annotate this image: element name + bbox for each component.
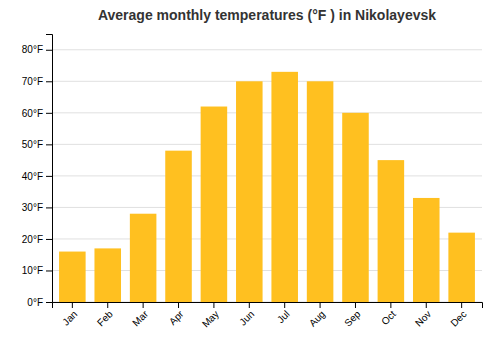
- y-tick: 20°F: [22, 234, 52, 245]
- y-tick: 60°F: [22, 108, 52, 119]
- y-tick-label: 30°F: [22, 202, 43, 213]
- x-tick: Mar: [130, 302, 150, 328]
- y-axis-line: [46, 35, 53, 303]
- bar: [130, 214, 157, 302]
- x-tick-label: Sep: [342, 308, 363, 329]
- y-tick-label: 20°F: [22, 234, 43, 245]
- x-tick-label: Oct: [379, 308, 398, 327]
- y-tick-label: 80°F: [22, 44, 43, 55]
- x-tick: Aug: [307, 302, 327, 329]
- x-tick-label: Apr: [167, 308, 186, 327]
- bar: [165, 151, 192, 302]
- x-tick: Apr: [167, 302, 186, 327]
- y-tick-mark: [46, 81, 52, 82]
- y-tick-mark: [46, 207, 52, 208]
- y-tick: 70°F: [22, 76, 52, 87]
- x-tick: Jun: [237, 302, 256, 328]
- grid-line: [52, 175, 482, 176]
- x-tick-mark: [72, 302, 73, 308]
- y-tick-label: 60°F: [22, 108, 43, 119]
- x-tick-mark: [461, 302, 462, 308]
- x-tick-mark: [355, 302, 356, 308]
- x-tick: May: [200, 302, 221, 330]
- x-tick-label: Jan: [60, 308, 79, 327]
- bar: [448, 233, 475, 302]
- y-tick-mark: [46, 50, 52, 51]
- x-tick: Feb: [95, 302, 115, 328]
- y-tick-mark: [46, 144, 52, 145]
- x-tick-mark: [107, 302, 108, 308]
- x-tick-label: Dec: [448, 308, 468, 328]
- bar: [94, 248, 121, 302]
- y-tick-label: 10°F: [22, 265, 43, 276]
- y-tick-label: 50°F: [22, 139, 43, 150]
- x-tick-mark: [143, 302, 144, 308]
- y-tick-mark: [46, 113, 52, 114]
- x-tick-label: Feb: [95, 308, 115, 328]
- bar: [59, 252, 86, 302]
- x-tick-mark: [320, 302, 321, 308]
- x-tick-label: Aug: [307, 308, 327, 328]
- x-axis: Jan Feb Mar Apr May Jun Jul Aug Sep Oct Nov Dec: [53, 302, 483, 330]
- x-tick-mark: [213, 302, 214, 308]
- bar: [413, 198, 440, 302]
- x-axis-line: [53, 303, 483, 309]
- x-tick-mark: [178, 302, 179, 308]
- y-tick: 30°F: [22, 202, 52, 213]
- title: Average monthly temperatures (°F ) in Ni…: [98, 7, 436, 23]
- grid: [52, 50, 482, 302]
- x-tick-mark: [249, 302, 250, 308]
- x-tick-label: Nov: [413, 308, 433, 328]
- x-tick: Oct: [379, 302, 398, 327]
- bar: [378, 160, 405, 302]
- y-tick-label: 70°F: [22, 76, 43, 87]
- y-axis: 0°F 10°F 20°F 30°F 40°F 50°F 60°F 70°F 80°F: [22, 35, 53, 308]
- grid-line: [52, 49, 482, 50]
- chart-container: 0°F 10°F 20°F 30°F 40°F 50°F 60°F 70°F 80°F Jan Fe…: [0, 0, 500, 350]
- x-tick: Jul: [275, 302, 292, 325]
- y-tick: 40°F: [22, 171, 52, 182]
- y-tick: 50°F: [22, 139, 52, 150]
- y-tick-mark: [46, 302, 52, 303]
- y-tick-mark: [46, 239, 52, 240]
- bars: [59, 72, 475, 302]
- bar: [307, 81, 334, 302]
- bar: [236, 81, 263, 302]
- y-tick: 80°F: [22, 44, 52, 55]
- y-tick: 0°F: [27, 297, 52, 308]
- grid-line: [52, 112, 482, 113]
- x-tick: Dec: [448, 302, 468, 329]
- plot: 0°F 10°F 20°F 30°F 40°F 50°F 60°F 70°F 80°F Jan Fe…: [22, 35, 483, 330]
- y-tick-mark: [46, 176, 52, 177]
- x-tick: Nov: [413, 302, 433, 329]
- x-tick-label: Jun: [237, 308, 256, 327]
- bar: [201, 107, 228, 302]
- y-tick-mark: [46, 270, 52, 271]
- y-tick: 10°F: [22, 265, 52, 276]
- x-tick-mark: [426, 302, 427, 308]
- grid-line: [52, 144, 482, 145]
- chart: 0°F 10°F 20°F 30°F 40°F 50°F 60°F 70°F 80°F Jan Fe…: [0, 0, 500, 350]
- x-tick-label: May: [200, 308, 221, 329]
- x-tick-mark: [284, 302, 285, 308]
- grid-line: [52, 81, 482, 82]
- y-tick-label: 40°F: [22, 171, 43, 182]
- x-tick: Jan: [60, 302, 79, 328]
- x-tick-label: Mar: [130, 308, 150, 328]
- bar: [271, 72, 298, 302]
- x-tick-mark: [390, 302, 391, 308]
- y-tick-label: 0°F: [27, 297, 43, 308]
- x-tick-label: Jul: [275, 308, 292, 325]
- x-tick: Sep: [342, 302, 363, 329]
- bar: [342, 113, 369, 302]
